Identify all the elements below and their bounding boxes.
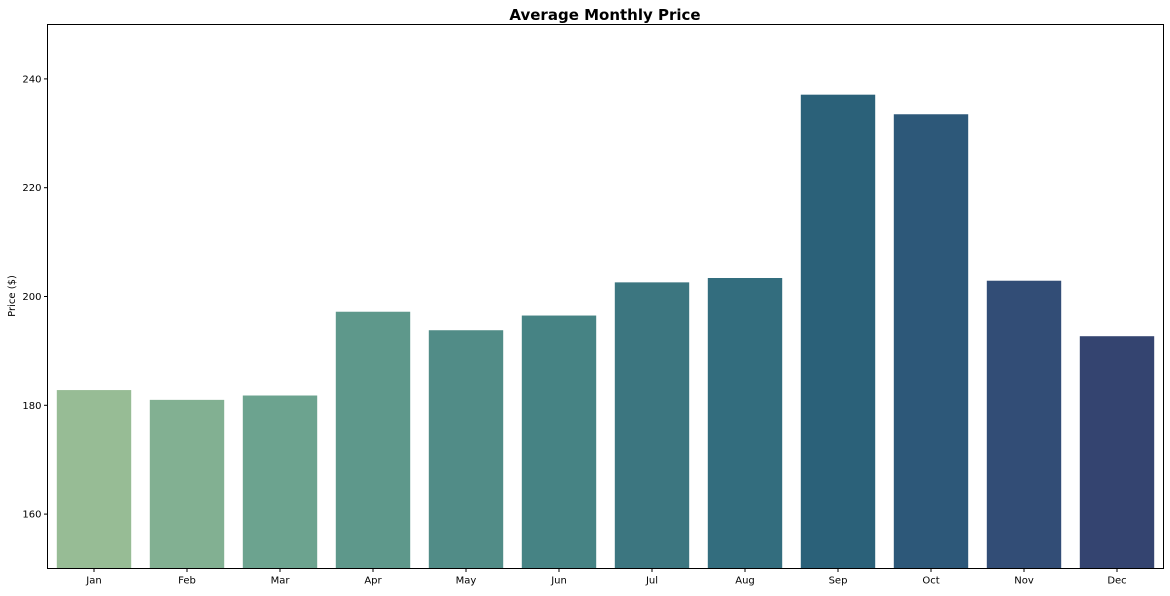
bar-jul [614,282,690,569]
x-axis-ticks: Jan Feb Mar Apr May Jun Jul Aug Sep Oct Nov Dec [85,568,1127,587]
bar-jan [56,390,132,569]
x-tick-label: Dec [1107,576,1126,587]
y-tick-label: 220 [22,183,41,194]
y-tick-label: 180 [22,401,41,412]
x-tick-label: Jul [645,576,658,587]
x-tick-label: Oct [922,576,939,587]
bar-nov [986,280,1062,569]
bar-dec [1079,336,1155,569]
x-tick-label: May [456,576,477,587]
x-tick-label: Apr [364,576,382,587]
y-tick-label: 240 [22,74,41,85]
y-axis-title: Price ($) [7,275,18,317]
plot-frame [47,24,1164,569]
bar-may [428,330,504,569]
x-tick-label: Jun [550,576,567,587]
x-tick-label: Aug [735,576,755,587]
x-tick-label: Jan [85,576,101,587]
bar-oct [893,114,969,569]
bar-sep [800,94,876,569]
y-axis-ticks: 160 180 200 220 240 [22,74,48,521]
chart-title: Average Monthly Price [509,6,700,24]
x-tick-label: Mar [271,576,291,587]
bar-feb [149,399,225,569]
y-tick-label: 160 [22,510,41,521]
x-tick-label: Feb [178,576,196,587]
x-tick-label: Nov [1014,576,1034,587]
bar-apr [335,311,411,569]
bar-jun [521,315,597,569]
bars [56,94,1155,569]
bar-mar [242,395,318,569]
y-tick-label: 200 [22,292,41,303]
bar-aug [707,278,783,569]
x-tick-label: Sep [829,576,848,587]
